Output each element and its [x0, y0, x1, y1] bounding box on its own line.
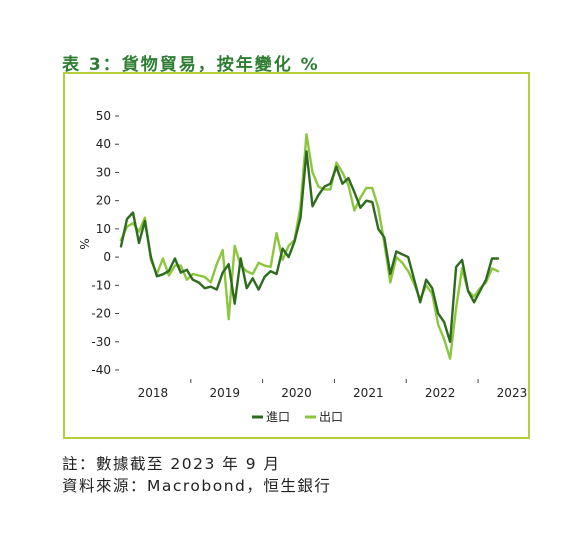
line-chart: 50 40 30 20 10 0 -10 -20 -30 -40 2018 2019 2020 2021… — [77, 109, 528, 424]
chart-title: 表 3：貨物貿易，按年變化 % — [62, 55, 320, 75]
y-tick-label: 0 — [103, 250, 111, 264]
x-tick-label: 2023 — [497, 386, 528, 400]
y-axis: 50 40 30 20 10 0 -10 -20 -30 -40 — [91, 109, 119, 377]
y-tick-label: -10 — [91, 278, 111, 292]
y-tick-label: -20 — [91, 307, 111, 321]
y-tick-label: 30 — [96, 165, 111, 179]
legend-label-imports: 進口 — [266, 410, 290, 424]
x-tick-label: 2021 — [353, 386, 384, 400]
y-tick-label: 20 — [96, 194, 111, 208]
x-axis: 2018 2019 2020 2021 2022 2023 — [138, 379, 528, 400]
footnote-source: 資料來源：Macrobond，恒生銀行 — [62, 477, 332, 495]
x-tick-label: 2019 — [209, 386, 240, 400]
y-tick-label: 50 — [96, 109, 111, 123]
legend-label-exports: 出口 — [319, 410, 343, 424]
x-tick-label: 2018 — [138, 386, 169, 400]
y-tick-label: 40 — [96, 137, 111, 151]
x-tick-label: 2020 — [281, 386, 312, 400]
series-layer — [119, 133, 500, 360]
x-tick-label: 2022 — [425, 386, 456, 400]
legend: 進口 出口 — [252, 410, 343, 424]
series-line-exports — [119, 133, 500, 360]
y-tick-label: -30 — [91, 335, 111, 349]
y-tick-label: -40 — [91, 363, 111, 377]
y-tick-label: 10 — [96, 222, 111, 236]
y-axis-label: % — [77, 238, 91, 249]
chart-frame — [63, 72, 530, 439]
series-line-imports — [119, 150, 500, 343]
footnote-date: 註：數據截至 2023 年 9 月 — [62, 455, 281, 473]
